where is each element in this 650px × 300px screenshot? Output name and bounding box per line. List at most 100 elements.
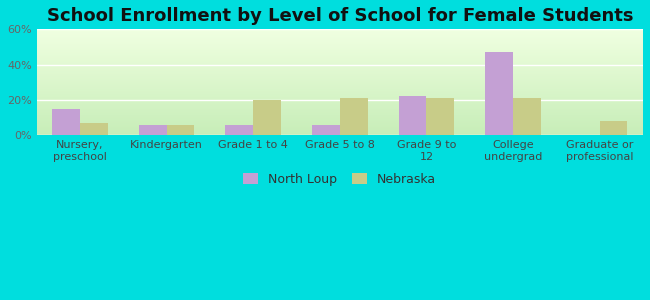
Bar bbox=[36, 81, 643, 82]
Bar bbox=[36, 92, 643, 93]
Bar bbox=[36, 130, 643, 131]
Bar bbox=[36, 96, 643, 97]
Bar bbox=[36, 34, 643, 35]
Bar bbox=[36, 98, 643, 99]
Bar bbox=[36, 116, 643, 117]
Bar bbox=[80, 123, 108, 135]
Bar bbox=[36, 58, 643, 59]
Bar bbox=[398, 96, 426, 135]
Bar bbox=[166, 125, 194, 135]
Bar bbox=[36, 97, 643, 98]
Bar bbox=[36, 129, 643, 130]
Bar bbox=[36, 50, 643, 51]
Bar bbox=[36, 86, 643, 87]
Bar bbox=[226, 125, 253, 135]
Bar bbox=[36, 61, 643, 62]
Bar bbox=[36, 60, 643, 61]
Bar bbox=[36, 99, 643, 100]
Bar bbox=[36, 32, 643, 33]
Bar bbox=[36, 108, 643, 109]
Bar bbox=[36, 47, 643, 48]
Bar bbox=[36, 103, 643, 104]
Bar bbox=[36, 73, 643, 74]
Bar bbox=[36, 57, 643, 58]
Bar bbox=[36, 105, 643, 106]
Bar bbox=[36, 125, 643, 126]
Bar bbox=[36, 36, 643, 37]
Bar bbox=[36, 49, 643, 50]
Bar bbox=[312, 125, 340, 135]
Bar bbox=[36, 55, 643, 56]
Bar bbox=[36, 128, 643, 129]
Bar bbox=[36, 117, 643, 118]
Bar bbox=[600, 121, 627, 135]
Bar bbox=[36, 133, 643, 134]
Bar bbox=[36, 66, 643, 67]
Bar bbox=[36, 59, 643, 60]
Bar bbox=[36, 78, 643, 79]
Bar bbox=[36, 56, 643, 57]
Bar bbox=[36, 101, 643, 102]
Bar bbox=[36, 80, 643, 81]
Bar bbox=[36, 39, 643, 40]
Bar bbox=[426, 98, 454, 135]
Bar bbox=[36, 53, 643, 54]
Bar bbox=[36, 75, 643, 76]
Bar bbox=[36, 109, 643, 110]
Bar bbox=[36, 37, 643, 38]
Bar bbox=[36, 33, 643, 34]
Bar bbox=[36, 113, 643, 114]
Bar bbox=[36, 70, 643, 71]
Bar bbox=[36, 120, 643, 121]
Bar bbox=[36, 46, 643, 47]
Bar bbox=[36, 71, 643, 72]
Bar bbox=[36, 72, 643, 73]
Bar bbox=[36, 54, 643, 55]
Bar bbox=[253, 100, 281, 135]
Bar bbox=[36, 69, 643, 70]
Bar bbox=[36, 102, 643, 103]
Bar bbox=[36, 134, 643, 135]
Bar bbox=[36, 64, 643, 65]
Bar bbox=[36, 107, 643, 108]
Bar bbox=[340, 98, 367, 135]
Bar bbox=[36, 29, 643, 30]
Bar bbox=[36, 31, 643, 32]
Bar bbox=[36, 132, 643, 133]
Bar bbox=[36, 30, 643, 31]
Bar bbox=[36, 38, 643, 39]
Bar bbox=[486, 52, 513, 135]
Legend: North Loup, Nebraska: North Loup, Nebraska bbox=[239, 168, 441, 190]
Bar bbox=[36, 52, 643, 53]
Bar bbox=[36, 114, 643, 115]
Bar bbox=[36, 65, 643, 66]
Bar bbox=[36, 79, 643, 80]
Bar bbox=[36, 115, 643, 116]
Bar bbox=[36, 95, 643, 96]
Bar bbox=[36, 51, 643, 52]
Bar bbox=[36, 35, 643, 36]
Bar bbox=[36, 82, 643, 83]
Bar bbox=[36, 111, 643, 112]
Bar bbox=[36, 74, 643, 75]
Bar bbox=[36, 106, 643, 107]
Bar bbox=[36, 124, 643, 125]
Bar bbox=[36, 62, 643, 63]
Bar bbox=[36, 87, 643, 88]
Bar bbox=[52, 109, 80, 135]
Bar bbox=[36, 119, 643, 120]
Bar bbox=[36, 76, 643, 77]
Bar bbox=[36, 83, 643, 84]
Bar bbox=[36, 84, 643, 85]
Bar bbox=[36, 44, 643, 45]
Bar bbox=[139, 125, 166, 135]
Bar bbox=[36, 91, 643, 92]
Bar bbox=[36, 93, 643, 94]
Bar bbox=[36, 121, 643, 122]
Bar bbox=[36, 45, 643, 46]
Bar bbox=[36, 77, 643, 78]
Bar bbox=[36, 63, 643, 64]
Bar bbox=[36, 94, 643, 95]
Bar bbox=[36, 85, 643, 86]
Bar bbox=[36, 67, 643, 68]
